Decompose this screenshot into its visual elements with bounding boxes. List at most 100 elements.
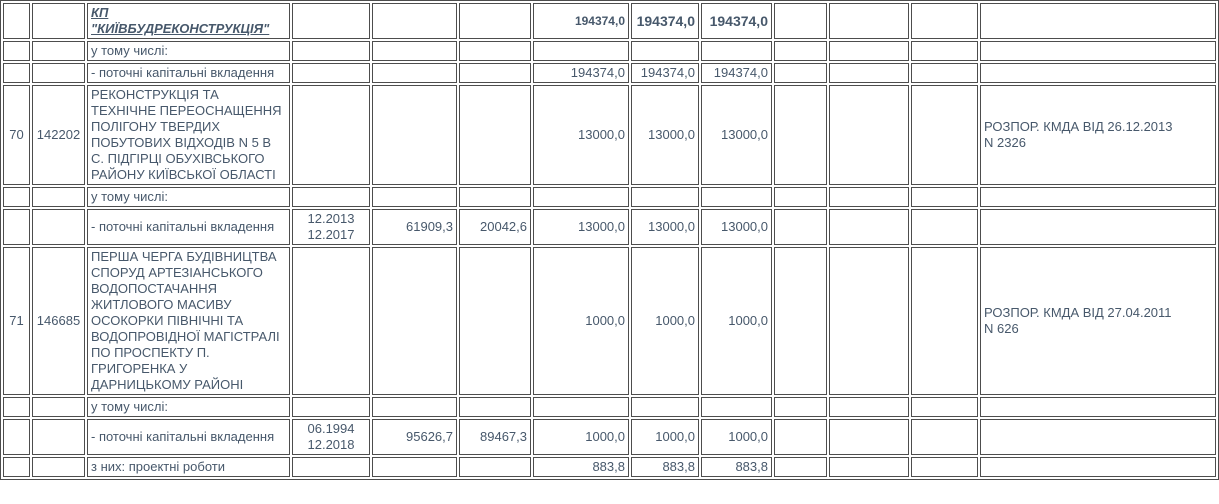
cell-amount-done-r7 <box>459 247 531 395</box>
cell-plan-total-r1: 194374,0 <box>533 3 629 39</box>
cell-plan-fund-2-r3: 194374,0 <box>701 63 772 83</box>
cell-row-number-r7: 71 <box>3 247 30 395</box>
cell-amount-done-r8 <box>459 397 531 417</box>
cell-col-11-r4 <box>829 85 909 185</box>
cell-col-10-r1 <box>774 3 827 39</box>
cell-project-name-r7: ПЕРША ЧЕРГА БУДІВНИЦТВА СПОРУД АРТЕЗІАНС… <box>87 247 290 395</box>
table-row-project: 71 146685 ПЕРША ЧЕРГА БУДІВНИЦТВА СПОРУД А… <box>3 247 1216 395</box>
cell-project-name-r9: - поточні капітальні вкладення <box>87 419 290 455</box>
cell-col-11-r5 <box>829 187 909 207</box>
cell-col-10-r4 <box>774 85 827 185</box>
cell-plan-total-r5 <box>533 187 629 207</box>
table-row-group-header: КП "КИЇВБУДРЕКОНСТРУКЦІЯ" 194374,0 194374,… <box>3 3 1216 39</box>
cell-plan-fund-1-r4: 13000,0 <box>631 85 699 185</box>
cell-amount-done-r1 <box>459 3 531 39</box>
cell-program-code-r6 <box>32 209 85 245</box>
cell-plan-fund-1-r9: 1000,0 <box>631 419 699 455</box>
cell-col-10-r6 <box>774 209 827 245</box>
cell-period-dates-r9: 06.1994 12.2018 <box>292 419 370 455</box>
cell-project-name-r2: у тому числі: <box>87 41 290 61</box>
cell-program-code-r2 <box>32 41 85 61</box>
cell-plan-total-r10: 883,8 <box>533 457 629 477</box>
cell-amount-done-r2 <box>459 41 531 61</box>
cell-project-name-r3: - поточні капітальні вкладення <box>87 63 290 83</box>
cell-program-code-r9 <box>32 419 85 455</box>
cell-plan-fund-2-r4: 13000,0 <box>701 85 772 185</box>
cell-plan-fund-2-r8 <box>701 397 772 417</box>
cell-plan-fund-2-r7: 1000,0 <box>701 247 772 395</box>
cell-program-code-r3 <box>32 63 85 83</box>
cell-period-dates-r2 <box>292 41 370 61</box>
cell-plan-fund-2-r5 <box>701 187 772 207</box>
cell-col-11-r6 <box>829 209 909 245</box>
cell-amount-done-r9: 89467,3 <box>459 419 531 455</box>
cell-plan-fund-2-r6: 13000,0 <box>701 209 772 245</box>
table-row-data: - поточні капітальні вкладення 194374,0 19… <box>3 63 1216 83</box>
cell-amount-done-r3 <box>459 63 531 83</box>
cell-plan-total-r3: 194374,0 <box>533 63 629 83</box>
cell-period-dates-r8 <box>292 397 370 417</box>
cell-amount-done-r6: 20042,6 <box>459 209 531 245</box>
cell-plan-total-r2 <box>533 41 629 61</box>
cell-amount-done-r10 <box>459 457 531 477</box>
cell-plan-fund-1-r3: 194374,0 <box>631 63 699 83</box>
cell-program-code-r8 <box>32 397 85 417</box>
cell-project-name-r6: - поточні капітальні вкладення <box>87 209 290 245</box>
table-body: КП "КИЇВБУДРЕКОНСТРУКЦІЯ" 194374,0 194374,… <box>3 3 1216 477</box>
cell-plan-fund-1-r1: 194374,0 <box>631 3 699 39</box>
cell-notes-r1 <box>980 3 1216 39</box>
table-row-data: з них: проектні роботи 883,8 883,8 883,8 <box>3 457 1216 477</box>
cell-plan-fund-1-r6: 13000,0 <box>631 209 699 245</box>
cell-plan-fund-1-r7: 1000,0 <box>631 247 699 395</box>
cell-plan-total-r9: 1000,0 <box>533 419 629 455</box>
cell-col-12-r5 <box>911 187 978 207</box>
cell-col-11-r3 <box>829 63 909 83</box>
cell-row-number-r9 <box>3 419 30 455</box>
cell-notes-r6 <box>980 209 1216 245</box>
cell-period-dates-r10 <box>292 457 370 477</box>
cell-cost-estimate-r1 <box>372 3 457 39</box>
cell-period-dates-r7 <box>292 247 370 395</box>
table-row-sub-label: у тому числі: <box>3 187 1216 207</box>
cell-row-number-r4: 70 <box>3 85 30 185</box>
table-row-data: - поточні капітальні вкладення 12.2013 12.… <box>3 209 1216 245</box>
cell-row-number-r2 <box>3 41 30 61</box>
cell-amount-done-r4 <box>459 85 531 185</box>
cell-cost-estimate-r4 <box>372 85 457 185</box>
cell-col-11-r10 <box>829 457 909 477</box>
cell-period-dates-r3 <box>292 63 370 83</box>
cell-program-code-r4: 142202 <box>32 85 85 185</box>
cell-row-number-r8 <box>3 397 30 417</box>
cell-row-number-r3 <box>3 63 30 83</box>
table-row-project: 70 142202 РЕКОНСТРУКЦІЯ ТА ТЕХНІЧНЕ ПЕРЕОС… <box>3 85 1216 185</box>
cell-notes-r3 <box>980 63 1216 83</box>
cell-col-10-r9 <box>774 419 827 455</box>
table-row-data: - поточні капітальні вкладення 06.1994 12.… <box>3 419 1216 455</box>
cell-col-12-r10 <box>911 457 978 477</box>
cell-col-10-r8 <box>774 397 827 417</box>
cell-program-code-r7: 146685 <box>32 247 85 395</box>
cell-col-10-r5 <box>774 187 827 207</box>
table-row-sub-label: у тому числі: <box>3 41 1216 61</box>
cell-plan-total-r4: 13000,0 <box>533 85 629 185</box>
cell-period-dates-r6: 12.2013 12.2017 <box>292 209 370 245</box>
cell-col-12-r2 <box>911 41 978 61</box>
cell-cost-estimate-r9: 95626,7 <box>372 419 457 455</box>
cell-col-10-r10 <box>774 457 827 477</box>
cell-plan-fund-1-r2 <box>631 41 699 61</box>
cell-notes-r7: РОЗПОР. КМДА ВІД 27.04.2011 N 626 <box>980 247 1216 395</box>
cell-notes-r5 <box>980 187 1216 207</box>
cell-row-number-r10 <box>3 457 30 477</box>
cell-plan-fund-1-r8 <box>631 397 699 417</box>
cell-project-name-r10: з них: проектні роботи <box>87 457 290 477</box>
cell-col-11-r8 <box>829 397 909 417</box>
cell-cost-estimate-r5 <box>372 187 457 207</box>
cell-col-11-r9 <box>829 419 909 455</box>
cell-col-11-r1 <box>829 3 909 39</box>
cell-plan-total-r6: 13000,0 <box>533 209 629 245</box>
cell-plan-fund-2-r1: 194374,0 <box>701 3 772 39</box>
cell-notes-r4: РОЗПОР. КМДА ВІД 26.12.2013 N 2326 <box>980 85 1216 185</box>
cell-cost-estimate-r2 <box>372 41 457 61</box>
cell-cost-estimate-r8 <box>372 397 457 417</box>
